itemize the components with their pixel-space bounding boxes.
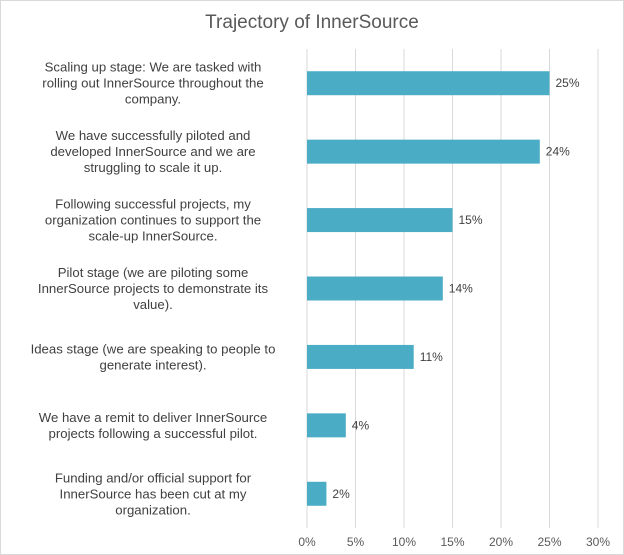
x-tick-label: 5% [347, 535, 365, 549]
data-label: 25% [556, 76, 580, 90]
bar [307, 413, 346, 438]
data-label: 2% [332, 487, 350, 501]
data-label: 4% [352, 418, 370, 432]
category-labels: Scaling up stage: We are tasked with roll… [31, 60, 276, 518]
category-label: We have successfully piloted and develope… [50, 128, 255, 175]
data-label: 11% [420, 350, 443, 364]
x-axis-ticks: 0% 5% 10% 15% 20% 25% 30% [298, 535, 610, 549]
bar [307, 139, 540, 164]
chart-title: Trajectory of InnerSource [205, 12, 419, 33]
bar [307, 276, 443, 301]
category-label: Funding and/or official support for Inner… [55, 470, 252, 517]
x-tick-label: 15% [440, 535, 464, 549]
category-label: Scaling up stage: We are tasked with roll… [42, 60, 263, 107]
category-label: We have a remit to deliver InnerSource pr… [39, 410, 267, 441]
category-label: Pilot stage (we are piloting some InnerSo… [38, 265, 269, 312]
bar [307, 208, 453, 233]
x-tick-label: 10% [392, 535, 416, 549]
data-label: 24% [546, 145, 570, 159]
x-tick-label: 20% [489, 535, 513, 549]
bar [307, 344, 414, 369]
bar [307, 481, 327, 506]
bar [307, 71, 550, 96]
data-labels: 25% 24% 15% 14% 11% 4% 2% [332, 76, 579, 501]
category-label: Following successful projects, my organiz… [45, 197, 261, 244]
data-label: 15% [459, 213, 483, 227]
x-tick-label: 30% [586, 535, 610, 549]
x-tick-label: 0% [298, 535, 316, 549]
data-label: 14% [449, 282, 473, 296]
bars [307, 71, 550, 506]
category-label: Ideas stage (we are speaking to people t… [31, 341, 276, 372]
x-tick-label: 25% [537, 535, 561, 549]
